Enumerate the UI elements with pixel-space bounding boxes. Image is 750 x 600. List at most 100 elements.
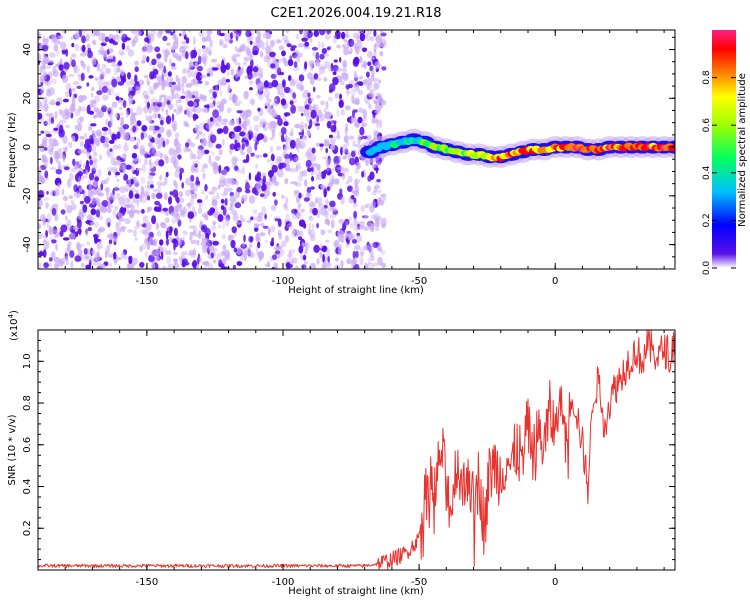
noise-blob [305, 159, 312, 168]
noise-blob [344, 126, 348, 135]
noise-blob [331, 167, 335, 173]
noise-blob [370, 214, 376, 219]
noise-blob [375, 103, 382, 112]
noise-blob [50, 251, 56, 259]
noise-blob [231, 94, 239, 104]
noise-blob [91, 86, 95, 92]
noise-blob [320, 229, 326, 236]
x-tick-label: 0 [552, 276, 558, 287]
noise-blob [349, 223, 354, 229]
noise-blob [369, 36, 374, 42]
noise-blob [206, 127, 210, 132]
noise-blob [205, 122, 213, 130]
noise-blob [327, 207, 333, 212]
noise-blob [51, 207, 57, 216]
noise-blob [307, 228, 312, 236]
noise-blob [294, 138, 301, 147]
noise-blob [185, 142, 190, 148]
noise-blob [357, 134, 362, 144]
noise-blob [107, 108, 112, 115]
noise-blob [330, 143, 336, 151]
noise-blob [262, 225, 269, 229]
noise-blob [379, 38, 387, 48]
x-tick-label: -100 [272, 577, 295, 588]
noise-blob [332, 34, 337, 44]
noise-blob [164, 54, 168, 63]
noise-blob [101, 105, 108, 113]
noise-blob [116, 131, 121, 139]
noise-blob [368, 91, 375, 98]
noise-blob [297, 148, 300, 153]
noise-blob [82, 204, 88, 213]
noise-blob [94, 221, 99, 229]
noise-blob [100, 183, 104, 191]
noise-blob [46, 190, 49, 195]
noise-blob [129, 137, 136, 142]
noise-blob [240, 151, 245, 155]
noise-blob [347, 117, 351, 123]
noise-blob [151, 192, 156, 200]
noise-blob [81, 254, 88, 261]
noise-blob [64, 247, 70, 255]
noise-blob [339, 188, 343, 195]
noise-blob [234, 102, 241, 107]
snr-series-line [38, 330, 675, 570]
noise-blob [154, 252, 160, 260]
noise-blob [131, 152, 138, 159]
noise-blob [364, 204, 369, 209]
noise-blob [347, 231, 354, 241]
noise-blob [45, 202, 49, 209]
noise-blob [309, 154, 317, 162]
noise-blob [120, 51, 125, 56]
noise-blob [60, 209, 66, 215]
noise-blob [182, 45, 189, 50]
noise-blob [124, 218, 131, 225]
noise-blob [176, 236, 180, 241]
noise-blob [127, 263, 133, 269]
noise-blob [309, 215, 313, 219]
noise-blob [42, 197, 50, 202]
noise-blob [267, 228, 271, 233]
noise-blob [188, 225, 195, 229]
noise-blob [218, 104, 224, 114]
noise-blob [258, 73, 264, 79]
noise-blob [71, 42, 75, 48]
noise-blob [270, 240, 275, 247]
noise-blob [353, 71, 357, 79]
noise-blob [107, 80, 113, 86]
noise-blob [132, 30, 136, 36]
noise-blob [172, 258, 178, 263]
noise-blob [49, 99, 56, 106]
noise-blob [123, 185, 130, 191]
noise-blob [52, 203, 59, 208]
noise-blob [197, 55, 202, 65]
noise-blob [142, 46, 148, 52]
noise-blob [144, 95, 150, 100]
noise-blob [126, 203, 131, 209]
noise-blob [261, 121, 268, 126]
noise-blob [324, 33, 331, 40]
noise-blob [248, 251, 256, 259]
noise-blob [120, 76, 127, 83]
noise-blob [316, 163, 321, 172]
noise-blob [324, 111, 332, 120]
noise-blob [296, 84, 300, 90]
noise-blob [160, 119, 164, 126]
noise-blob [306, 192, 310, 197]
noise-blob [375, 92, 381, 100]
noise-blob [317, 41, 321, 50]
noise-blob [228, 119, 235, 126]
noise-blob [43, 96, 48, 105]
noise-blob [89, 259, 92, 267]
noise-blob [43, 239, 47, 245]
noise-blob [212, 240, 219, 246]
noise-blob [375, 216, 379, 224]
noise-blob [81, 35, 86, 44]
noise-blob [94, 176, 100, 182]
noise-blob [156, 76, 161, 83]
noise-blob [271, 112, 279, 118]
noise-blob [236, 48, 242, 53]
noise-blob [94, 95, 101, 103]
noise-blob [377, 216, 383, 225]
noise-blob [221, 77, 227, 86]
